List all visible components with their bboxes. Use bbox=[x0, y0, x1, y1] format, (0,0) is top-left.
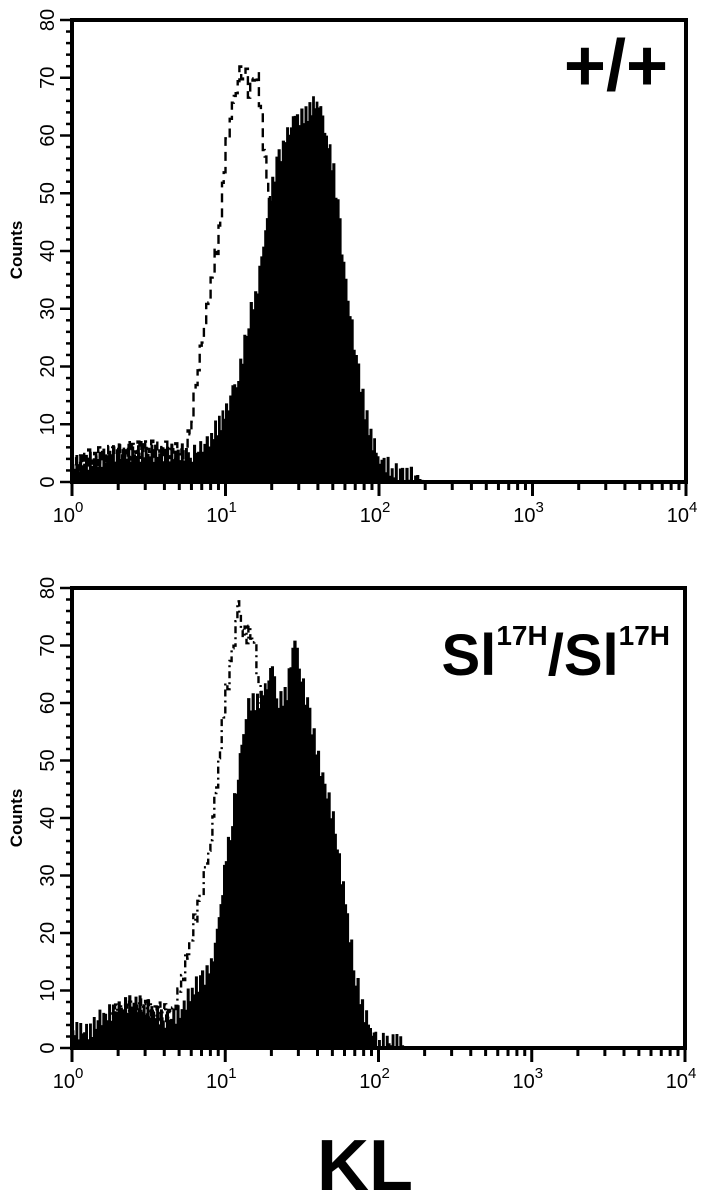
x-tick-label: 104 bbox=[666, 1065, 697, 1093]
histogram-marks bbox=[71, 65, 686, 483]
x-tick-exponent: 0 bbox=[75, 1065, 83, 1082]
panel-label: +/+ bbox=[564, 26, 668, 106]
x-tick-exponent: 1 bbox=[228, 499, 236, 516]
x-tick-base: 10 bbox=[53, 505, 75, 527]
x-tick-label: 100 bbox=[53, 1065, 84, 1093]
y-tick-label: 10 bbox=[37, 413, 59, 435]
x-axis-label: KL bbox=[317, 1126, 413, 1200]
x-tick-exponent: 1 bbox=[228, 1065, 236, 1082]
panel-label-sup-1: 17H bbox=[496, 620, 547, 651]
x-tick-base: 10 bbox=[513, 505, 535, 527]
x-tick-base: 10 bbox=[53, 1071, 75, 1093]
x-tick-label: 103 bbox=[513, 499, 544, 527]
x-tick-base: 10 bbox=[359, 1071, 381, 1093]
x-tick-exponent: 2 bbox=[381, 1065, 389, 1082]
x-tick-base: 10 bbox=[206, 505, 228, 527]
panel-label: Sl17H/Sl17H bbox=[442, 620, 671, 688]
x-tick-base: 10 bbox=[667, 505, 689, 527]
histogram-filled bbox=[71, 96, 686, 483]
x-tick-label: 104 bbox=[667, 499, 698, 527]
y-tick-label: 50 bbox=[37, 749, 59, 771]
y-tick-label: 40 bbox=[37, 240, 59, 262]
histogram-dash-dot-outline bbox=[111, 600, 270, 1023]
y-tick-label: 50 bbox=[37, 182, 59, 204]
y-tick-label: 0 bbox=[37, 1042, 59, 1053]
x-tick-exponent: 2 bbox=[382, 499, 390, 516]
x-tick-exponent: 4 bbox=[688, 1065, 696, 1082]
x-tick-exponent: 3 bbox=[535, 1065, 543, 1082]
y-tick-label: 80 bbox=[37, 9, 59, 31]
x-tick-exponent: 0 bbox=[75, 499, 83, 516]
histogram-filled bbox=[71, 640, 685, 1049]
y-tick-label: 70 bbox=[37, 67, 59, 89]
y-tick-label: 30 bbox=[37, 298, 59, 320]
y-tick-label: 20 bbox=[37, 922, 59, 944]
x-tick-label: 101 bbox=[206, 1065, 237, 1093]
histogram-dashed-outline bbox=[72, 65, 280, 476]
y-tick-label: 70 bbox=[37, 634, 59, 656]
y-axis-label: Counts bbox=[7, 789, 26, 848]
y-tick-label: 60 bbox=[37, 692, 59, 714]
y-tick-label: 40 bbox=[37, 807, 59, 829]
y-axis-label: Counts bbox=[7, 221, 26, 280]
y-tick-label: 0 bbox=[37, 476, 59, 487]
panel-label-base-2: Sl bbox=[564, 623, 619, 688]
x-tick-exponent: 3 bbox=[535, 499, 543, 516]
y-tick-label: 20 bbox=[37, 355, 59, 377]
x-tick-base: 10 bbox=[360, 505, 382, 527]
x-tick-exponent: 4 bbox=[689, 499, 697, 516]
panel-label-sep: / bbox=[548, 623, 564, 688]
x-tick-base: 10 bbox=[666, 1071, 688, 1093]
y-tick-label: 30 bbox=[37, 864, 59, 886]
x-tick-base: 10 bbox=[206, 1071, 228, 1093]
panel-label-sup-2: 17H bbox=[619, 620, 670, 651]
y-tick-label: 80 bbox=[37, 577, 59, 599]
panel-label-base-1: Sl bbox=[442, 623, 497, 688]
x-tick-label: 100 bbox=[53, 499, 84, 527]
x-tick-label: 103 bbox=[512, 1065, 543, 1093]
x-tick-label: 101 bbox=[206, 499, 237, 527]
y-tick-label: 10 bbox=[37, 979, 59, 1001]
y-tick-label: 60 bbox=[37, 124, 59, 146]
x-tick-label: 102 bbox=[360, 499, 391, 527]
x-tick-base: 10 bbox=[512, 1071, 534, 1093]
x-tick-label: 102 bbox=[359, 1065, 390, 1093]
